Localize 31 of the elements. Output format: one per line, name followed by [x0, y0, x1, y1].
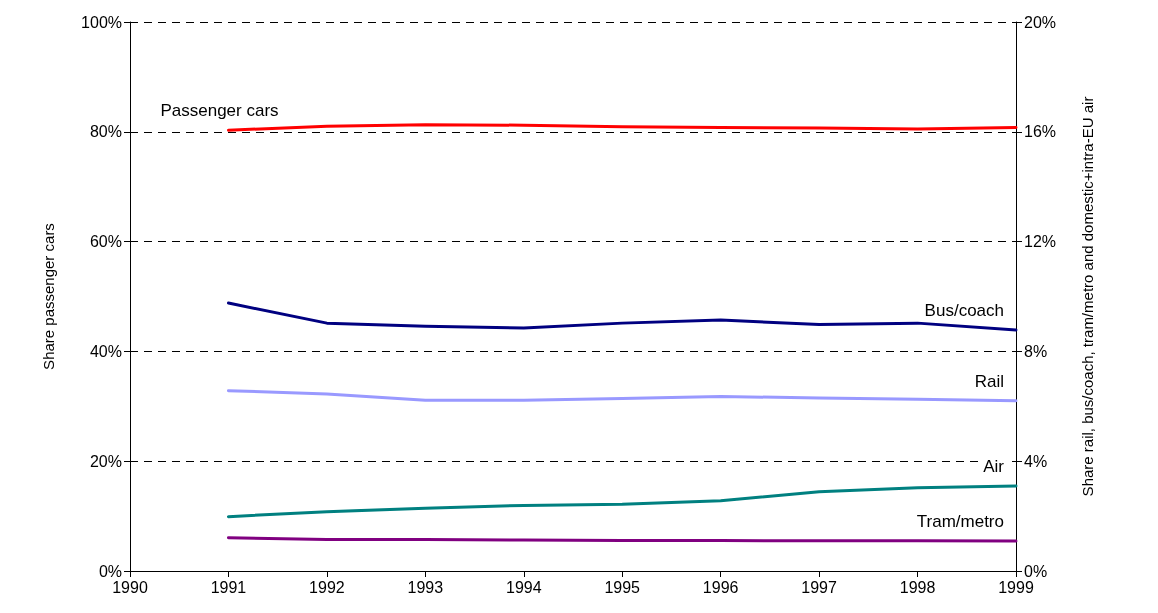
- series-label: Rail: [974, 371, 1004, 391]
- x-tick-label: 1996: [702, 578, 739, 596]
- y-tick-label: 0%: [98, 562, 122, 580]
- y-tick-label: 80%: [89, 123, 122, 141]
- y2-tick-label: 4%: [1024, 452, 1048, 470]
- y-tick-label: 40%: [89, 342, 122, 360]
- series-label: Air: [983, 456, 1005, 476]
- y-tick-label: 60%: [89, 233, 122, 251]
- line-series: [226, 301, 1018, 332]
- series-label: Bus/coach: [924, 300, 1004, 320]
- y-axis-title: Share passenger cars: [40, 223, 57, 370]
- y-tick-label: 20%: [89, 452, 122, 470]
- y2-tick-label: 16%: [1024, 123, 1057, 141]
- x-tick-label: 1994: [505, 578, 542, 596]
- y2-tick-label: 8%: [1024, 342, 1048, 360]
- x-tick-label: 1999: [998, 578, 1034, 596]
- y2-tick-label: 0%: [1024, 562, 1048, 580]
- y2-tick-label: 12%: [1024, 233, 1057, 251]
- x-tick-label: 1992: [309, 578, 345, 596]
- y2-tick-label: 20%: [1024, 13, 1057, 31]
- x-tick-label: 1998: [899, 578, 936, 596]
- x-tick-label: 1990: [112, 578, 148, 596]
- x-tick-label: 1997: [801, 578, 838, 596]
- y-tick-label: 100%: [81, 13, 122, 31]
- x-tick-label: 1993: [407, 578, 444, 596]
- line-series: [226, 389, 1018, 403]
- series-label: Tram/metro: [916, 512, 1004, 532]
- y2-axis-title: Share rail, bus/coach, tram/metro and domestic+intra-EU air: [1079, 96, 1096, 497]
- series-label: Passenger cars: [160, 101, 279, 121]
- x-tick-label: 1995: [604, 578, 641, 596]
- x-tick-label: 1991: [210, 578, 247, 596]
